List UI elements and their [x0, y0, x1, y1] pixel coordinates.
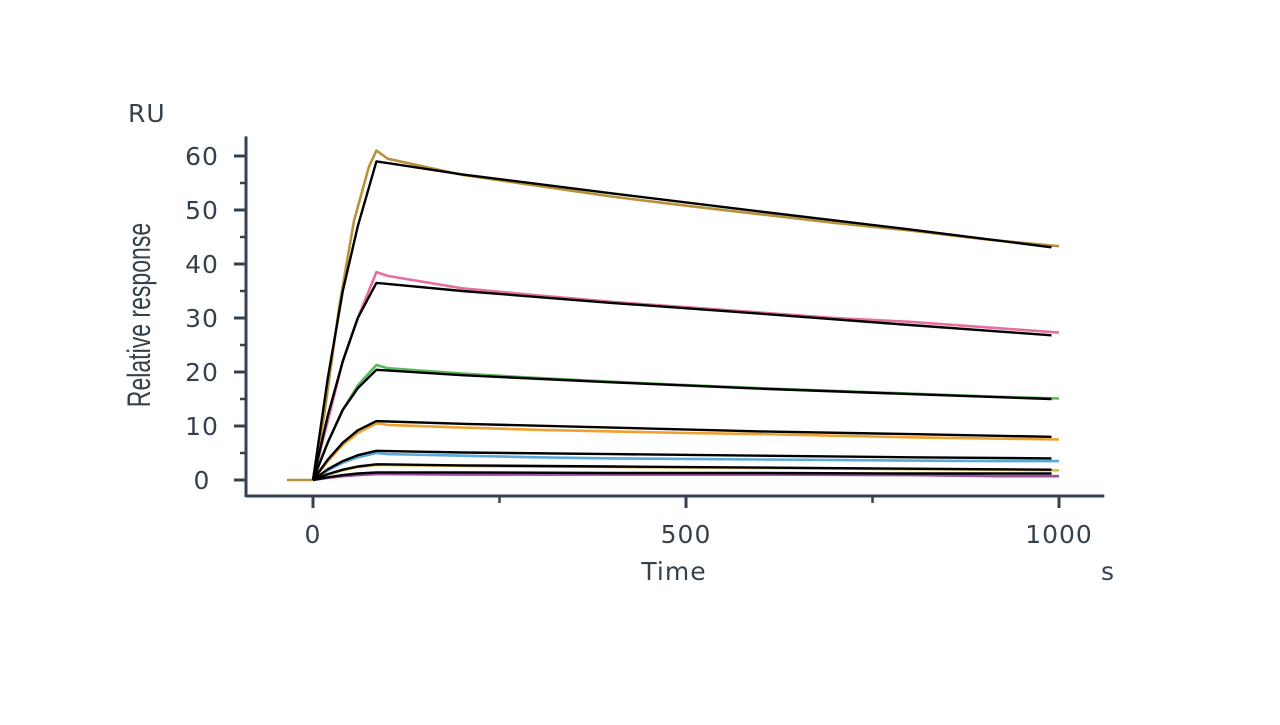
- y-unit-label: RU: [128, 99, 166, 128]
- y-tick-label-0: 0: [194, 466, 211, 495]
- x-unit-label: s: [1101, 557, 1115, 586]
- y-tick-label-40: 40: [185, 250, 219, 279]
- series-line-2: [311, 270, 1060, 481]
- fit-line-1: [311, 160, 1052, 481]
- series-line-5: [312, 451, 1059, 482]
- y-tick-label-50: 50: [185, 196, 219, 225]
- fit-line-6: [312, 463, 1052, 482]
- y-tick-label-60: 60: [185, 142, 219, 171]
- y-tick-label-30: 30: [185, 304, 219, 333]
- x-tick-label-500: 500: [661, 520, 712, 549]
- fit-line-3: [311, 368, 1052, 481]
- y-tick-label-10: 10: [185, 412, 219, 441]
- y-axis-title: Relative response: [121, 223, 157, 407]
- y-tick-label-20: 20: [185, 358, 219, 387]
- fit-line-7: [312, 471, 1052, 482]
- fit-line-5: [312, 449, 1052, 481]
- series-line-4: [311, 421, 1060, 481]
- x-tick-label-1000: 1000: [1025, 520, 1093, 549]
- fit-line-4: [312, 419, 1052, 481]
- x-tick-label-0: 0: [305, 520, 322, 549]
- x-axis-title: Time: [640, 557, 706, 586]
- fit-layer: [311, 160, 1052, 482]
- series-line-7: [312, 472, 1059, 482]
- fit-line-2: [311, 281, 1052, 481]
- axis-layer: 0 10 20 30 40 50 60 0 500 1000: [185, 136, 1105, 549]
